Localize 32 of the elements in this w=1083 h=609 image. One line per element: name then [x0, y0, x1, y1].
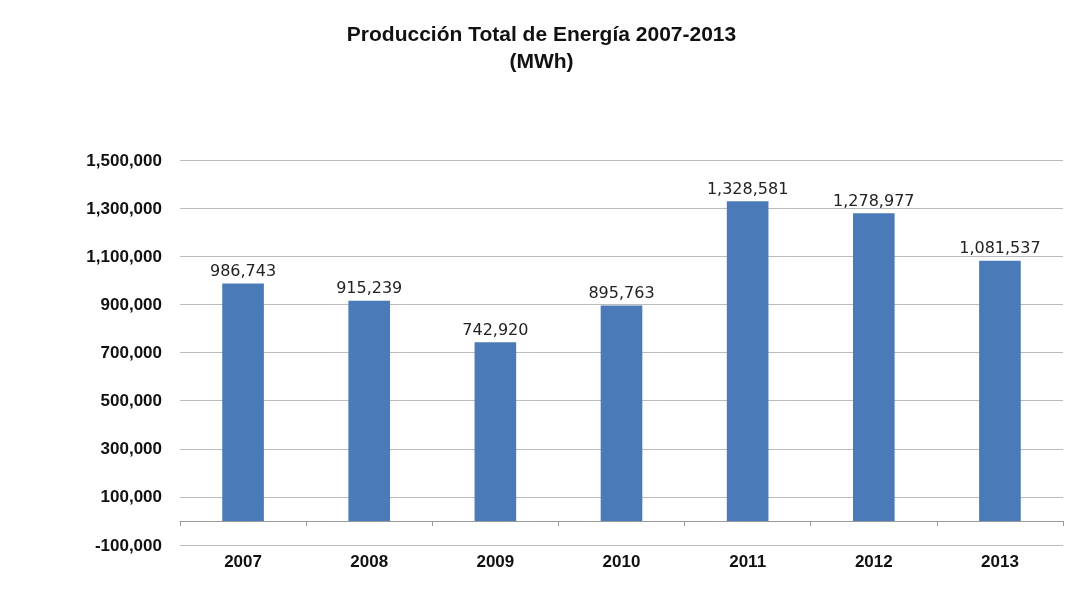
- bar: [979, 260, 1021, 521]
- bar: [348, 300, 391, 521]
- y-tick-label: 1,500,000: [86, 150, 162, 170]
- bar: [600, 305, 643, 521]
- x-tick-label: 2007: [224, 552, 262, 571]
- bar: [222, 283, 264, 521]
- x-tick-label: 2013: [981, 552, 1019, 571]
- y-tick-label: 700,000: [100, 343, 162, 362]
- data-label: 895,763: [588, 282, 655, 302]
- x-tick-label: 2011: [729, 552, 767, 571]
- data-label: 742,920: [462, 319, 529, 339]
- y-tick-label: 500,000: [100, 391, 162, 411]
- y-tick-label: 900,000: [100, 294, 162, 314]
- chart-subtitle: (MWh): [509, 49, 574, 72]
- x-tick-label: 2009: [476, 552, 515, 571]
- y-tick-label: 1,300,000: [86, 198, 162, 218]
- y-tick-label: 300,000: [100, 439, 162, 459]
- x-tick-label: 2008: [350, 552, 389, 571]
- y-tick-label: 1,100,000: [86, 246, 162, 266]
- y-tick-label: 100,000: [100, 487, 162, 507]
- x-tick-label: 2010: [602, 552, 641, 571]
- chart-title: Producción Total de Energía 2007-2013: [346, 22, 737, 45]
- data-label: 1,278,977: [833, 190, 915, 210]
- data-label: 1,081,537: [959, 238, 1041, 258]
- x-tick-label: 2012: [854, 552, 893, 571]
- bar: [726, 201, 769, 521]
- bar: [852, 213, 895, 521]
- y-tick-label: -100,000: [94, 535, 162, 555]
- data-label: 1,328,581: [706, 178, 789, 198]
- data-label: 986,743: [209, 261, 277, 280]
- bar: [474, 342, 517, 521]
- data-label: 915,239: [336, 278, 403, 298]
